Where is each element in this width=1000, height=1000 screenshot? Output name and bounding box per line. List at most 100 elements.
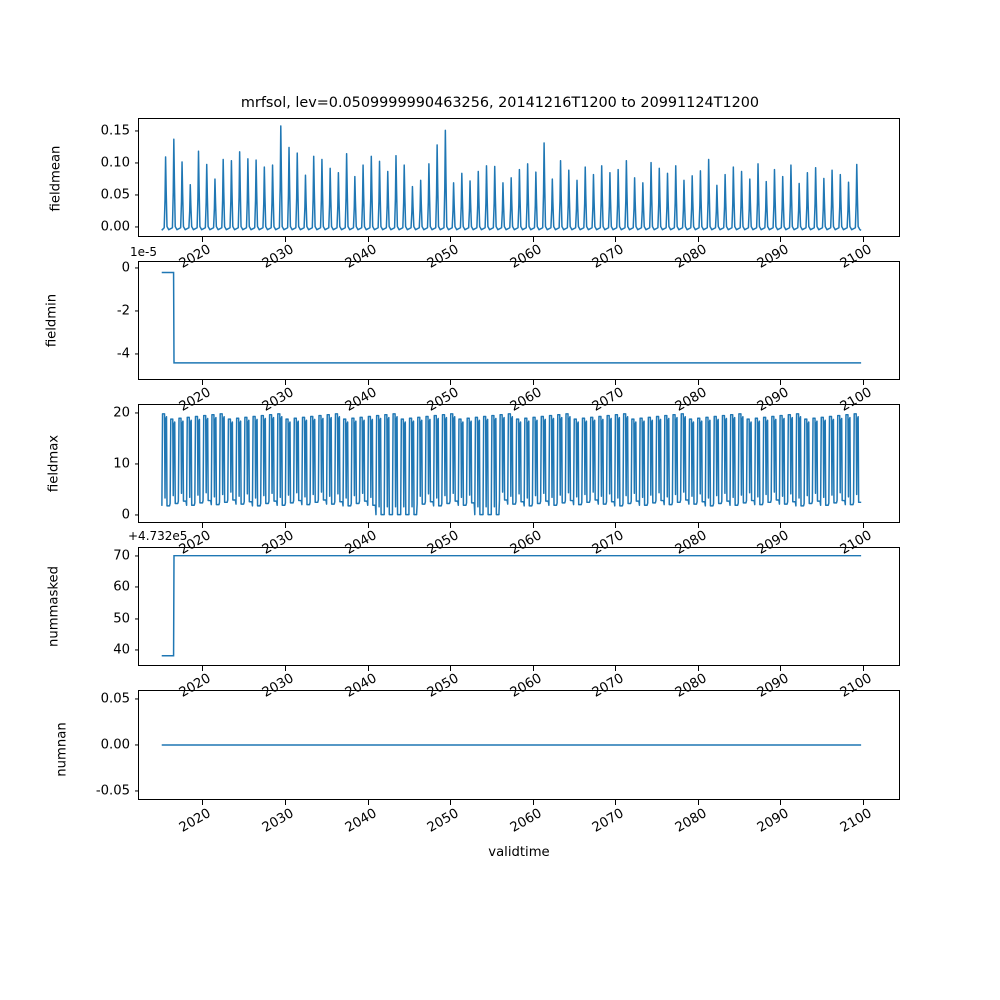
xtick-label: 2040 — [342, 528, 379, 558]
xtick-label: 2100 — [837, 242, 875, 272]
xtick-label: 2100 — [837, 385, 875, 415]
xtick-label: 2030 — [259, 528, 297, 558]
xtick-label: 2100 — [837, 806, 875, 836]
ytick-mark — [134, 555, 139, 557]
xtick-mark — [284, 523, 287, 528]
xtick-label: 2070 — [590, 806, 627, 836]
xtick-label: 2040 — [342, 242, 379, 272]
ytick-label: 0.10 — [100, 155, 130, 171]
xtick-label: 2040 — [342, 385, 379, 415]
ytick-label: 0.15 — [100, 123, 130, 139]
xtick-mark — [615, 523, 617, 528]
xtick-label: 2050 — [424, 528, 462, 558]
panel-numnan — [138, 690, 900, 800]
ytick-label: 60 — [113, 579, 130, 595]
ytick-label: 0 — [121, 507, 130, 523]
ytick-mark — [134, 649, 139, 651]
xtick-mark — [532, 380, 534, 385]
xtick-label: 2060 — [507, 242, 545, 272]
ytick-mark — [134, 514, 139, 516]
xtick-mark — [367, 666, 369, 671]
ytick-label: -4 — [116, 346, 130, 362]
xtick-label: 2060 — [507, 671, 545, 701]
plot-area-numnan — [161, 744, 862, 746]
xtick-label: 2100 — [837, 528, 875, 558]
xtick-label: 2090 — [755, 242, 792, 272]
xtick-label: 2070 — [590, 242, 627, 272]
xtick-mark — [697, 380, 699, 385]
ytick-mark — [134, 463, 139, 465]
xtick-mark — [862, 666, 864, 671]
ylabel-fieldmean: fieldmean — [48, 145, 64, 212]
panel-fieldmin — [138, 261, 900, 380]
xtick-mark — [284, 666, 287, 671]
xtick-label: 2090 — [755, 806, 792, 836]
xtick-mark — [697, 237, 699, 242]
xtick-label: 2080 — [672, 806, 710, 836]
xtick-label: 2080 — [672, 385, 710, 415]
figure-title: mrfsol, lev=0.0509999990463256, 20141216… — [240, 95, 760, 111]
xlabel-validtime: validtime — [488, 845, 550, 860]
xtick-label: 2020 — [177, 806, 214, 836]
ytick-label: 0.05 — [100, 187, 130, 203]
ytick-mark — [134, 618, 139, 620]
xtick-mark — [697, 666, 699, 671]
xtick-mark — [780, 237, 782, 242]
xtick-label: 2050 — [424, 242, 462, 272]
xtick-mark — [615, 666, 617, 671]
xtick-mark — [450, 380, 452, 385]
xtick-mark — [615, 237, 617, 242]
ytick-label: 0.00 — [100, 737, 130, 753]
xtick-mark — [697, 523, 699, 528]
ytick-group-fieldmin: 0 -2 -4 — [74, 260, 139, 380]
xtick-label: 2020 — [177, 385, 214, 415]
xtick-label: 2090 — [755, 528, 792, 558]
xtick-mark — [862, 523, 864, 528]
xtick-mark — [202, 237, 204, 242]
ytick-mark — [134, 130, 139, 132]
xtick-label: 2080 — [672, 528, 710, 558]
xtick-mark — [367, 523, 369, 528]
xtick-mark — [284, 237, 287, 242]
xtick-marks-panel-3 — [138, 523, 900, 528]
xtick-mark — [615, 800, 617, 805]
xtick-label: 2060 — [507, 806, 545, 836]
xtick-label: 2030 — [259, 242, 297, 272]
xtick-marks-panel-5 — [138, 800, 900, 805]
xtick-label: 2080 — [672, 242, 710, 272]
yoffset-nummasked: +4.732e5 — [128, 529, 188, 543]
yoffset-fieldmin: 1e-5 — [130, 245, 157, 259]
xtick-mark — [450, 666, 452, 671]
xtick-label: 2020 — [177, 528, 214, 558]
xtick-mark — [202, 380, 204, 385]
ytick-mark — [134, 162, 139, 164]
ytick-mark — [134, 353, 139, 355]
ytick-label: -2 — [116, 303, 130, 319]
ytick-mark — [134, 310, 139, 312]
ytick-group-fieldmean: 0.15 0.10 0.05 0.00 — [74, 118, 139, 237]
xtick-mark — [450, 523, 452, 528]
ytick-label: 20 — [113, 405, 130, 421]
xtick-mark — [367, 800, 369, 805]
ytick-mark — [134, 586, 139, 588]
ytick-label: 10 — [113, 456, 130, 472]
ytick-label: 50 — [113, 611, 130, 627]
xtick-mark — [202, 523, 204, 528]
ytick-mark — [134, 412, 139, 414]
xtick-label: 2090 — [755, 671, 792, 701]
xtick-mark — [532, 237, 534, 242]
xtick-label: 2050 — [424, 671, 462, 701]
ytick-label: 0 — [121, 260, 130, 276]
xtick-mark — [367, 380, 369, 385]
ytick-label: 40 — [113, 642, 130, 658]
xtick-label: 2030 — [259, 806, 297, 836]
ytick-label: 0.00 — [100, 219, 130, 235]
xtick-mark — [780, 523, 782, 528]
xtick-label: 2020 — [177, 242, 214, 272]
xtick-labels-panel-5: 2020 2030 2040 2050 2060 2070 2080 2090 2100 — [0, 806, 1000, 846]
xtick-label: 2100 — [837, 671, 875, 701]
panel-nummasked — [138, 547, 900, 666]
xtick-marks-panel-1 — [138, 237, 900, 242]
xtick-mark — [697, 800, 699, 805]
